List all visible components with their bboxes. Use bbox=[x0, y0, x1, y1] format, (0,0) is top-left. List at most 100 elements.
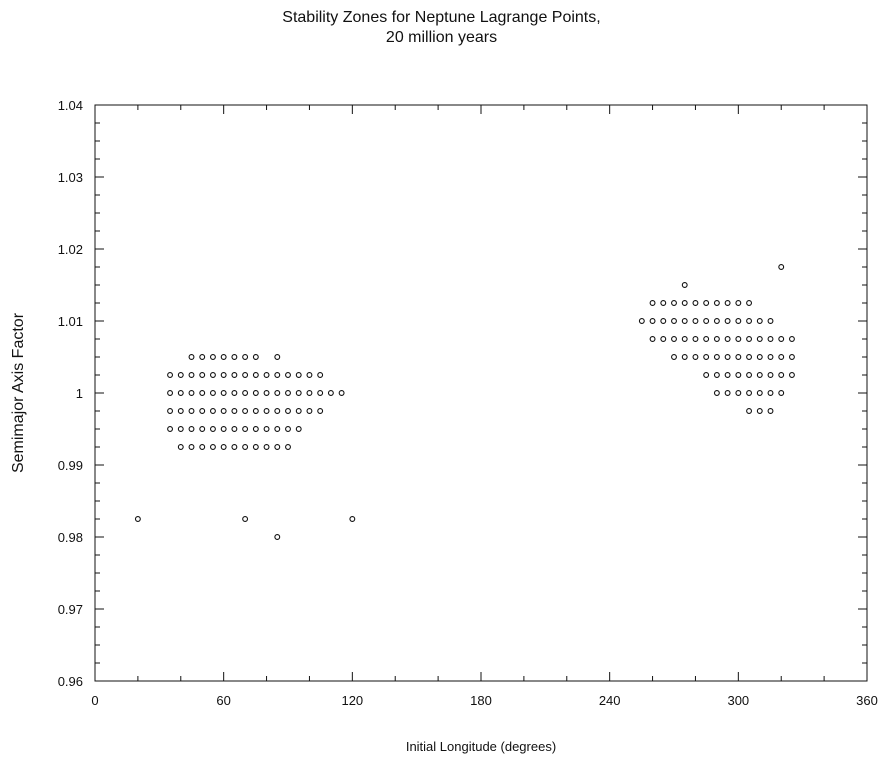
data-point bbox=[231, 372, 238, 378]
data-point bbox=[167, 372, 174, 378]
data-point bbox=[188, 390, 195, 396]
data-point bbox=[778, 264, 785, 270]
data-point bbox=[188, 354, 195, 360]
data-point bbox=[713, 354, 720, 360]
data-point bbox=[713, 318, 720, 324]
data-point bbox=[209, 444, 216, 450]
data-point bbox=[231, 444, 238, 450]
data-point bbox=[746, 354, 753, 360]
data-point bbox=[231, 390, 238, 396]
x-tick-label: 120 bbox=[341, 693, 363, 708]
data-point bbox=[660, 300, 667, 306]
axis-tick-labels: 0 60 120 180 240 300 360 0.96 0.97 0.98 0.99 1 1.01 1… bbox=[58, 98, 878, 708]
data-point bbox=[756, 318, 763, 324]
data-point bbox=[317, 408, 324, 414]
data-point bbox=[681, 282, 688, 288]
data-point bbox=[209, 372, 216, 378]
data-point bbox=[199, 426, 206, 432]
data-point bbox=[756, 408, 763, 414]
data-point bbox=[746, 318, 753, 324]
data-point bbox=[724, 372, 731, 378]
data-point bbox=[295, 408, 302, 414]
data-point bbox=[756, 336, 763, 342]
data-point bbox=[295, 390, 302, 396]
data-point bbox=[317, 372, 324, 378]
data-point bbox=[681, 300, 688, 306]
data-point bbox=[209, 354, 216, 360]
data-point bbox=[746, 390, 753, 396]
data-point bbox=[263, 444, 270, 450]
data-point bbox=[134, 516, 141, 522]
data-point bbox=[167, 390, 174, 396]
x-tick-label: 60 bbox=[216, 693, 230, 708]
data-point bbox=[188, 444, 195, 450]
data-point bbox=[703, 300, 710, 306]
data-point bbox=[735, 336, 742, 342]
data-point bbox=[767, 336, 774, 342]
data-point bbox=[767, 318, 774, 324]
data-point bbox=[231, 408, 238, 414]
data-point bbox=[746, 336, 753, 342]
data-point bbox=[209, 390, 216, 396]
data-point bbox=[713, 300, 720, 306]
data-point bbox=[756, 372, 763, 378]
data-point bbox=[199, 372, 206, 378]
data-point bbox=[681, 318, 688, 324]
data-point bbox=[220, 372, 227, 378]
data-point bbox=[263, 390, 270, 396]
data-point bbox=[703, 372, 710, 378]
data-point bbox=[703, 318, 710, 324]
data-point bbox=[199, 408, 206, 414]
data-point bbox=[199, 444, 206, 450]
data-point bbox=[692, 354, 699, 360]
data-point bbox=[252, 444, 259, 450]
data-point bbox=[649, 300, 656, 306]
y-tick-label: 1.01 bbox=[58, 314, 83, 329]
data-point bbox=[220, 390, 227, 396]
data-point bbox=[724, 318, 731, 324]
data-point bbox=[703, 336, 710, 342]
data-point bbox=[778, 354, 785, 360]
data-point bbox=[788, 354, 795, 360]
data-point bbox=[177, 408, 184, 414]
data-point bbox=[285, 390, 291, 396]
data-point bbox=[220, 354, 227, 360]
data-point bbox=[306, 390, 313, 396]
data-point bbox=[252, 390, 259, 396]
data-point bbox=[274, 534, 281, 540]
data-point bbox=[692, 336, 699, 342]
data-point bbox=[660, 318, 667, 324]
y-tick-label: 1.04 bbox=[58, 98, 83, 113]
data-point bbox=[199, 354, 206, 360]
data-point bbox=[295, 372, 302, 378]
data-point bbox=[252, 372, 259, 378]
data-point bbox=[242, 372, 249, 378]
data-point bbox=[274, 408, 281, 414]
data-point bbox=[767, 372, 774, 378]
data-point bbox=[724, 300, 731, 306]
data-point bbox=[274, 444, 281, 450]
data-point bbox=[285, 444, 291, 450]
data-point bbox=[746, 300, 753, 306]
data-point bbox=[756, 354, 763, 360]
data-point bbox=[231, 426, 238, 432]
data-point bbox=[778, 372, 785, 378]
data-point bbox=[188, 408, 195, 414]
data-point bbox=[167, 408, 174, 414]
chart-title-line-2: 20 million years bbox=[385, 29, 498, 46]
data-point bbox=[252, 408, 259, 414]
chart-title-line-1: Stability Zones for Neptune Lagrange Poi… bbox=[282, 9, 601, 26]
data-point bbox=[671, 354, 677, 360]
data-point bbox=[788, 372, 795, 378]
x-tick-label: 300 bbox=[727, 693, 749, 708]
data-point bbox=[231, 354, 238, 360]
data-point bbox=[735, 300, 742, 306]
data-point bbox=[177, 444, 184, 450]
data-point bbox=[285, 426, 291, 432]
data-point bbox=[735, 372, 742, 378]
data-point bbox=[177, 426, 184, 432]
data-point bbox=[649, 318, 656, 324]
data-point bbox=[274, 426, 281, 432]
data-point bbox=[220, 444, 227, 450]
